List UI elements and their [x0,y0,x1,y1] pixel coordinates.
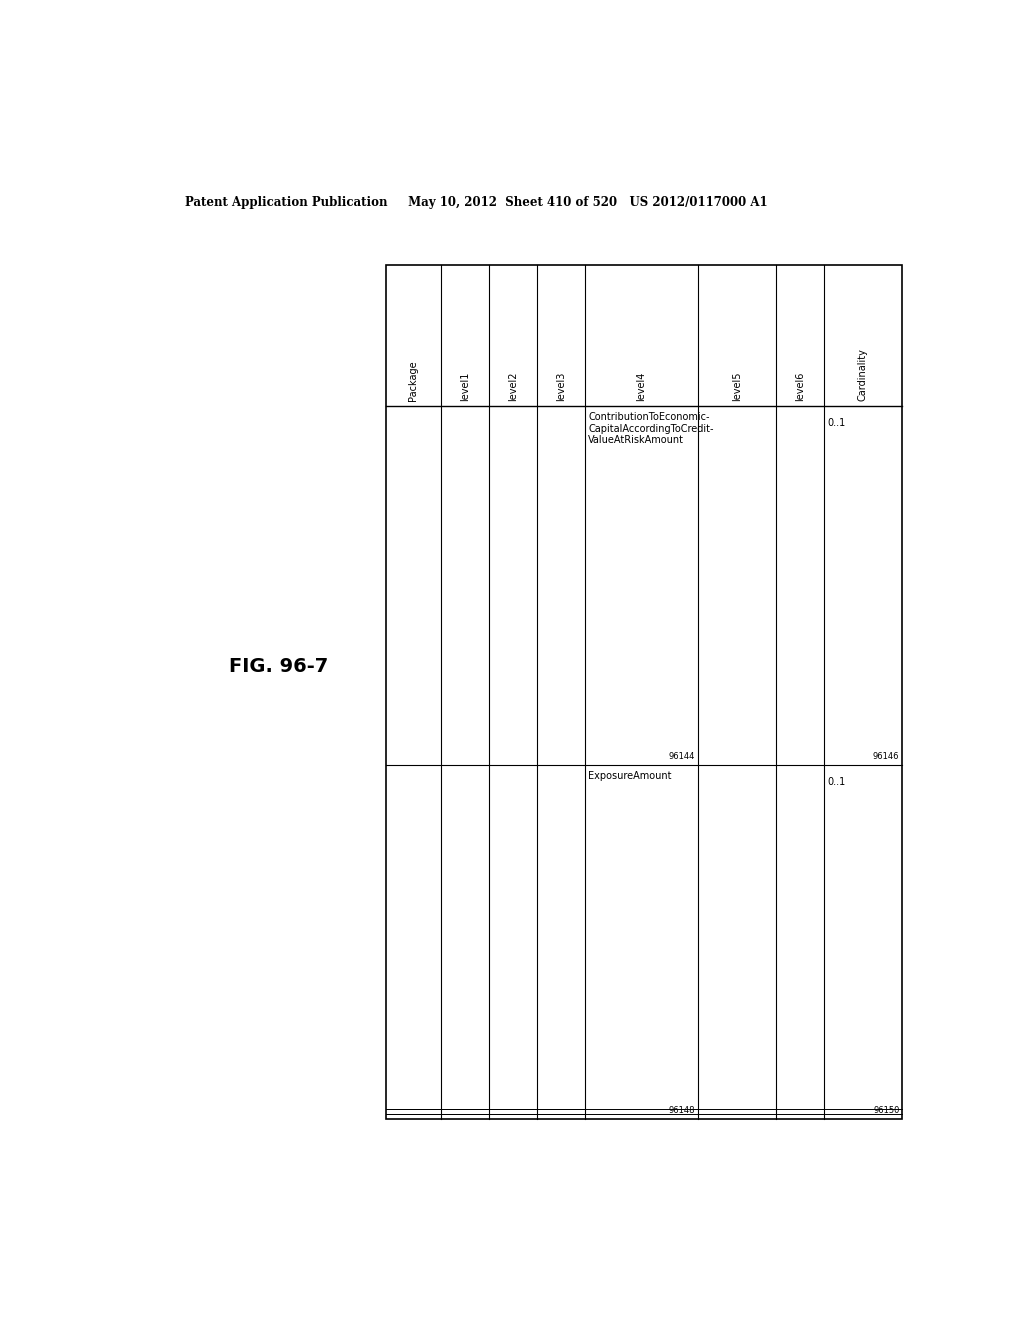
Text: 96148: 96148 [669,1106,695,1115]
Text: level6: level6 [795,371,805,401]
Bar [386,265,902,1119]
Text: 96150: 96150 [873,1106,899,1115]
Text: ExposureAmount: ExposureAmount [588,771,672,780]
Text: ContributionToEconomic-
CapitalAccordingToCredit-
ValueAtRiskAmount: ContributionToEconomic- CapitalAccording… [588,412,714,445]
Text: 0..1: 0..1 [827,418,846,428]
Text: Cardinality: Cardinality [858,348,867,401]
Text: 0..1: 0..1 [827,776,846,787]
Text: 96144: 96144 [669,751,695,760]
Text: level2: level2 [508,371,518,401]
Text: Patent Application Publication     May 10, 2012  Sheet 410 of 520   US 2012/0117: Patent Application Publication May 10, 2… [185,195,768,209]
Text: Package: Package [409,360,419,401]
Text: level4: level4 [636,371,646,401]
Text: level1: level1 [460,371,470,401]
Text: 96146: 96146 [872,751,899,760]
Text: FIG. 96-7: FIG. 96-7 [229,657,329,676]
Text: level5: level5 [732,371,741,401]
Text: level3: level3 [556,371,566,401]
